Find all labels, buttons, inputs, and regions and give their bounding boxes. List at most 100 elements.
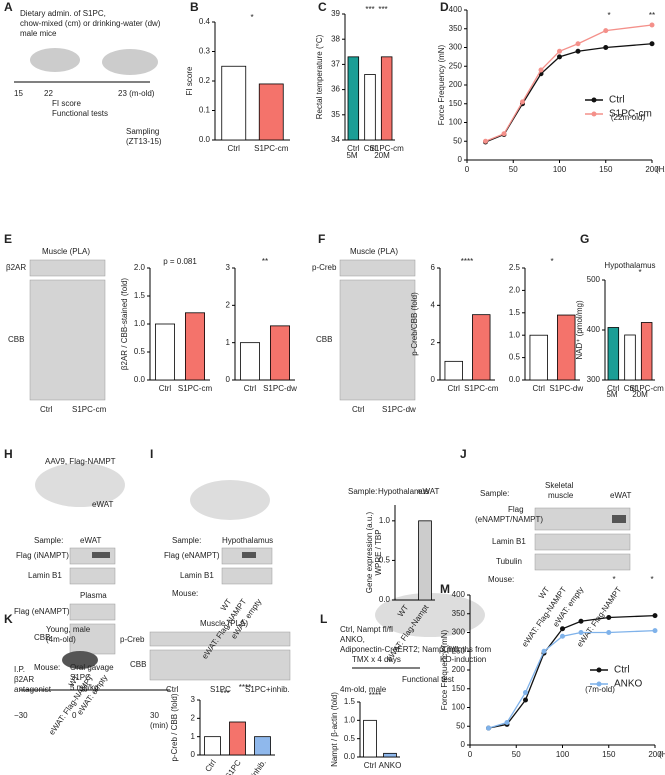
diagram-text: S1PC, xyxy=(70,673,93,682)
diagram-text: Muscle (PLA) xyxy=(350,247,398,256)
y-axis-label: p-Creb / CBB (fold) xyxy=(170,693,179,761)
diagram-text: chow-mixed (cm) or drinking-water (dw) xyxy=(20,19,161,28)
annotation: (22m-old) xyxy=(611,113,646,122)
diagram-text: Oral gavage xyxy=(70,663,114,672)
blot xyxy=(149,649,291,681)
y-tick-label: 0 xyxy=(461,740,466,749)
y-tick-label: 1.0 xyxy=(344,715,356,724)
diagram-text: eWAT xyxy=(610,491,631,500)
y-tick-label: 50 xyxy=(453,136,462,145)
blot xyxy=(29,279,106,401)
blot xyxy=(69,623,116,655)
data-point xyxy=(652,628,658,634)
y-axis-label: Nampt / β-actin (fold) xyxy=(330,692,339,767)
y-tick-label: 400 xyxy=(449,5,463,14)
x-tick-label: 150 xyxy=(599,165,613,174)
blot xyxy=(149,631,291,647)
annotation: * xyxy=(250,13,253,22)
x-tick-label: 200 xyxy=(648,750,662,759)
y-tick-label: 0.2 xyxy=(199,76,211,85)
diagram-text: Lamin B1 xyxy=(492,537,526,546)
y-tick-label: 2.0 xyxy=(509,286,521,295)
y-tick-label: 150 xyxy=(452,684,466,693)
y-tick-label: 0 xyxy=(458,155,463,164)
data-point xyxy=(575,41,581,47)
bar xyxy=(221,65,247,141)
y-tick-label: 2.0 xyxy=(134,263,146,272)
annotation: **** xyxy=(369,691,381,700)
diagram-text: CBB xyxy=(130,660,146,669)
mouse-illustration xyxy=(102,49,158,75)
bar xyxy=(444,360,463,381)
diagram-text: p-Creb xyxy=(312,263,337,272)
y-tick-label: 200 xyxy=(452,665,466,674)
x-axis-label: (Hz) xyxy=(656,165,665,174)
y-tick-label: 0.5 xyxy=(134,347,146,356)
bar xyxy=(204,736,221,756)
diagram-text: 15 xyxy=(14,89,23,98)
y-tick-label: 0.5 xyxy=(509,353,521,362)
data-point xyxy=(649,22,655,28)
y-tick-label: 0.1 xyxy=(199,106,211,115)
y-axis-label: Rectal temperature (°C) xyxy=(315,34,324,119)
x-tick-label: Ctrl xyxy=(364,761,377,770)
series-line xyxy=(485,43,653,143)
y-tick-label: 0.4 xyxy=(199,17,211,26)
data-point xyxy=(538,67,544,73)
data-point xyxy=(578,630,584,635)
panel-letter: K xyxy=(4,612,13,626)
data-point xyxy=(606,630,612,635)
x-tick-label: 0 xyxy=(468,750,473,759)
blot xyxy=(69,567,116,585)
data-point xyxy=(557,48,562,54)
blot xyxy=(221,567,273,585)
y-tick-label: 0 xyxy=(226,375,231,384)
y-tick-label: 300 xyxy=(587,375,601,384)
diagram-text: β2AR xyxy=(6,263,26,272)
panel-letter: I xyxy=(150,447,153,461)
y-tick-label: 400 xyxy=(587,325,601,334)
x-tick-label: 100 xyxy=(553,165,567,174)
y-tick-label: 2 xyxy=(191,713,196,722)
annotation: **** xyxy=(461,257,473,266)
blot xyxy=(534,533,631,551)
diagram-text: Hypothalamus xyxy=(378,487,429,496)
bar xyxy=(624,334,636,381)
diagram-text: Mouse: xyxy=(34,663,60,672)
bar xyxy=(383,752,397,758)
x-tick-label: Ctrl xyxy=(364,144,377,153)
data-point xyxy=(523,697,528,703)
x-tick-label: 150 xyxy=(602,750,616,759)
diagram-text: Mouse: xyxy=(172,589,198,598)
data-point xyxy=(557,54,562,60)
diagram-text: S1PC xyxy=(210,685,231,694)
annotation: (7m-old) xyxy=(585,685,615,694)
diagram-text: male mice xyxy=(20,29,57,38)
legend-label: ANKO xyxy=(614,679,643,690)
group-label: 20M xyxy=(632,390,648,399)
data-point xyxy=(649,41,655,47)
mouse-illustration xyxy=(35,463,125,507)
y-tick-label: 0.0 xyxy=(134,375,146,384)
diagram-text: Muscle (PLA) xyxy=(200,619,248,628)
y-axis-label: Force Frequency (mN) xyxy=(437,44,446,125)
diagram-text: FI score xyxy=(52,99,81,108)
blots xyxy=(14,48,631,691)
data-point xyxy=(603,28,609,34)
x-tick-label: 0 xyxy=(465,165,470,174)
y-tick-label: 0.0 xyxy=(199,135,211,144)
diagram-text: Dietary admin. of S1PC, xyxy=(20,9,106,18)
bar xyxy=(239,342,260,381)
y-axis-label: FI score xyxy=(185,66,194,95)
legend-label: Ctrl xyxy=(609,95,625,106)
group-label: 20M xyxy=(374,151,390,160)
data-point xyxy=(541,648,547,654)
y-tick-label: 2 xyxy=(226,300,231,309)
x-tick-label: S1PC-cm xyxy=(464,384,499,393)
y-axis-label: β2AR / CBB-stained (fold) xyxy=(120,278,129,371)
diagram-text: Flag (eNAMPT) xyxy=(164,551,220,560)
annotation: p = 0.081 xyxy=(163,257,197,266)
blot xyxy=(29,259,106,277)
diagram-text: WT xyxy=(537,585,552,600)
diagram-text: Mouse: xyxy=(488,575,514,584)
